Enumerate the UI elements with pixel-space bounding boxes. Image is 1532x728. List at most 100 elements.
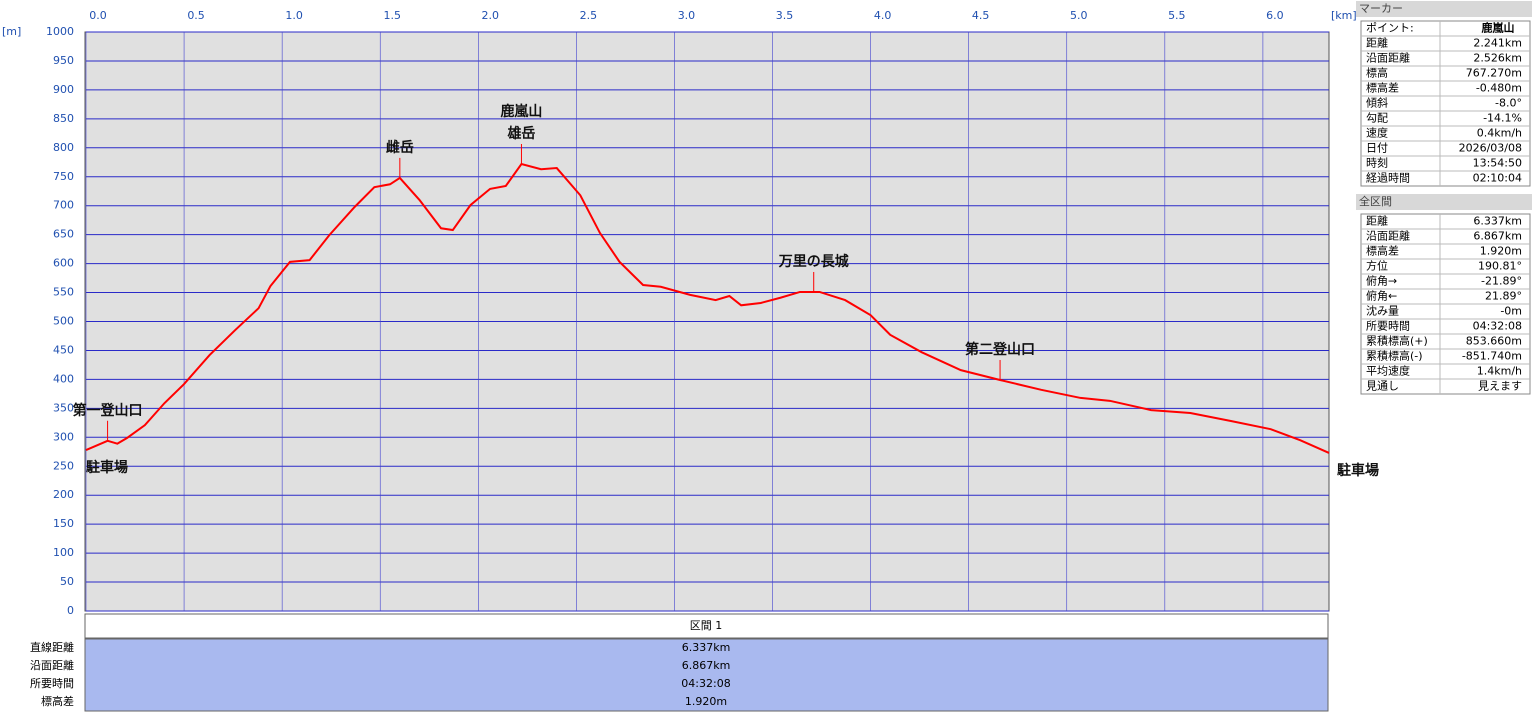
row-key: 勾配 bbox=[1366, 112, 1388, 125]
annotation-label: 駐車場 bbox=[86, 459, 128, 476]
row-key: 速度 bbox=[1366, 126, 1388, 140]
row-key: 平均速度 bbox=[1366, 364, 1410, 378]
row-value: 見えます bbox=[1478, 380, 1522, 393]
row-value: 02:10:04 bbox=[1473, 172, 1522, 185]
row-key: 距離 bbox=[1366, 36, 1388, 50]
row-value: 767.270m bbox=[1466, 67, 1522, 80]
panel-table bbox=[1360, 20, 1531, 187]
y-tick-label: 700 bbox=[53, 199, 74, 212]
x-axis-unit: [km] bbox=[1331, 9, 1357, 22]
section-row-value: 6.337km bbox=[682, 641, 731, 654]
panel-title: マーカー bbox=[1359, 2, 1403, 15]
section-header bbox=[84, 613, 1329, 639]
section-row-value: 6.867km bbox=[682, 659, 731, 672]
row-value: 1.4km/h bbox=[1477, 365, 1522, 378]
row-key: 標高差 bbox=[1366, 244, 1399, 258]
annotation-label: 鹿嵐山 bbox=[499, 103, 542, 120]
y-tick-label: 350 bbox=[53, 401, 74, 414]
annotation-label: 万里の長城 bbox=[778, 253, 849, 270]
row-key: 沿面距離 bbox=[1366, 229, 1410, 243]
row-key: 所要時間 bbox=[1366, 320, 1410, 333]
row-value: 0.4km/h bbox=[1477, 127, 1522, 140]
section-row-value: 1.920m bbox=[685, 695, 727, 708]
row-value: -14.1% bbox=[1483, 112, 1522, 125]
row-value: 6.337km bbox=[1473, 215, 1522, 228]
y-tick-label: 0 bbox=[67, 604, 74, 617]
row-key: 俯角→ bbox=[1366, 274, 1397, 288]
row-value: 21.89° bbox=[1485, 290, 1522, 303]
x-tick-label: 2.5 bbox=[580, 9, 598, 22]
panel-title: 全区間 bbox=[1359, 194, 1392, 208]
row-value: -21.89° bbox=[1481, 275, 1522, 288]
y-tick-label: 900 bbox=[53, 83, 74, 96]
x-tick-label: 3.0 bbox=[678, 9, 696, 22]
x-tick-label: 2.0 bbox=[482, 9, 500, 22]
annotation-label: 雄岳 bbox=[506, 125, 535, 142]
y-axis-unit: [m] bbox=[2, 25, 21, 38]
row-value: 190.81° bbox=[1478, 260, 1522, 273]
row-value: 2.241km bbox=[1473, 37, 1522, 50]
row-value: -0m bbox=[1500, 305, 1522, 318]
row-key: 累積標高(-) bbox=[1366, 349, 1423, 363]
x-tick-label: 0.0 bbox=[89, 9, 107, 22]
annotation-label: 駐車場 bbox=[1337, 462, 1379, 479]
row-value: 鹿嵐山 bbox=[1482, 21, 1515, 35]
row-key: 時刻 bbox=[1366, 156, 1388, 170]
row-value: 2.526km bbox=[1473, 52, 1522, 65]
x-tick-label: 1.0 bbox=[285, 9, 303, 22]
annotation-label: 雌岳 bbox=[386, 139, 414, 156]
panel-title-bar bbox=[1356, 194, 1532, 210]
x-tick-label: 5.0 bbox=[1070, 9, 1088, 22]
y-tick-label: 500 bbox=[53, 315, 74, 328]
row-value: 13:54:50 bbox=[1473, 157, 1522, 170]
y-tick-label: 1000 bbox=[46, 25, 74, 38]
section-row-label: 沿面距離 bbox=[30, 658, 74, 672]
x-tick-label: 4.5 bbox=[972, 9, 990, 22]
row-key: 俯角← bbox=[1366, 289, 1397, 303]
y-tick-label: 650 bbox=[53, 228, 74, 241]
y-tick-label: 800 bbox=[53, 141, 74, 154]
row-value: -0.480m bbox=[1476, 82, 1522, 95]
x-tick-label: 3.5 bbox=[776, 9, 794, 22]
y-tick-label: 300 bbox=[53, 430, 74, 443]
row-key: 見通し bbox=[1366, 380, 1399, 393]
section-row-value: 04:32:08 bbox=[681, 677, 730, 690]
row-value: 853.660m bbox=[1466, 335, 1522, 348]
row-value: -851.740m bbox=[1462, 350, 1522, 363]
panel-title-bar bbox=[1356, 1, 1532, 17]
y-tick-label: 950 bbox=[53, 54, 74, 67]
row-value: -8.0° bbox=[1495, 97, 1522, 110]
x-tick-label: 4.0 bbox=[874, 9, 892, 22]
x-tick-label: 6.0 bbox=[1266, 9, 1284, 22]
annotation-label: 第二登山口 bbox=[965, 341, 1035, 358]
row-value: 2026/03/08 bbox=[1459, 142, 1522, 155]
row-key: 累積標高(+) bbox=[1366, 334, 1428, 348]
x-tick-label: 1.5 bbox=[383, 9, 401, 22]
row-key: 方位 bbox=[1366, 259, 1388, 273]
section-body bbox=[84, 638, 1329, 712]
row-key: 沿面距離 bbox=[1366, 51, 1410, 65]
row-key: ポイント: bbox=[1366, 22, 1414, 35]
section-row-label: 標高差 bbox=[41, 694, 74, 708]
row-key: 日付 bbox=[1366, 142, 1388, 155]
y-tick-label: 150 bbox=[53, 517, 74, 530]
row-value: 1.920m bbox=[1480, 245, 1522, 258]
row-value: 6.867km bbox=[1473, 230, 1522, 243]
annotation-label: 第一登山口 bbox=[73, 402, 143, 419]
y-tick-label: 850 bbox=[53, 112, 74, 125]
y-tick-label: 250 bbox=[53, 459, 74, 472]
row-key: 沈み量 bbox=[1366, 304, 1399, 318]
x-tick-label: 0.5 bbox=[187, 9, 205, 22]
y-tick-label: 50 bbox=[60, 575, 74, 588]
y-tick-label: 600 bbox=[53, 257, 74, 270]
row-key: 経過時間 bbox=[1366, 172, 1410, 185]
row-key: 標高差 bbox=[1366, 81, 1399, 95]
row-key: 距離 bbox=[1366, 214, 1388, 228]
row-value: 04:32:08 bbox=[1473, 320, 1522, 333]
row-key: 標高 bbox=[1366, 66, 1388, 80]
y-tick-label: 100 bbox=[53, 546, 74, 559]
y-tick-label: 200 bbox=[53, 488, 74, 501]
y-tick-label: 400 bbox=[53, 372, 74, 385]
y-tick-label: 750 bbox=[53, 170, 74, 183]
